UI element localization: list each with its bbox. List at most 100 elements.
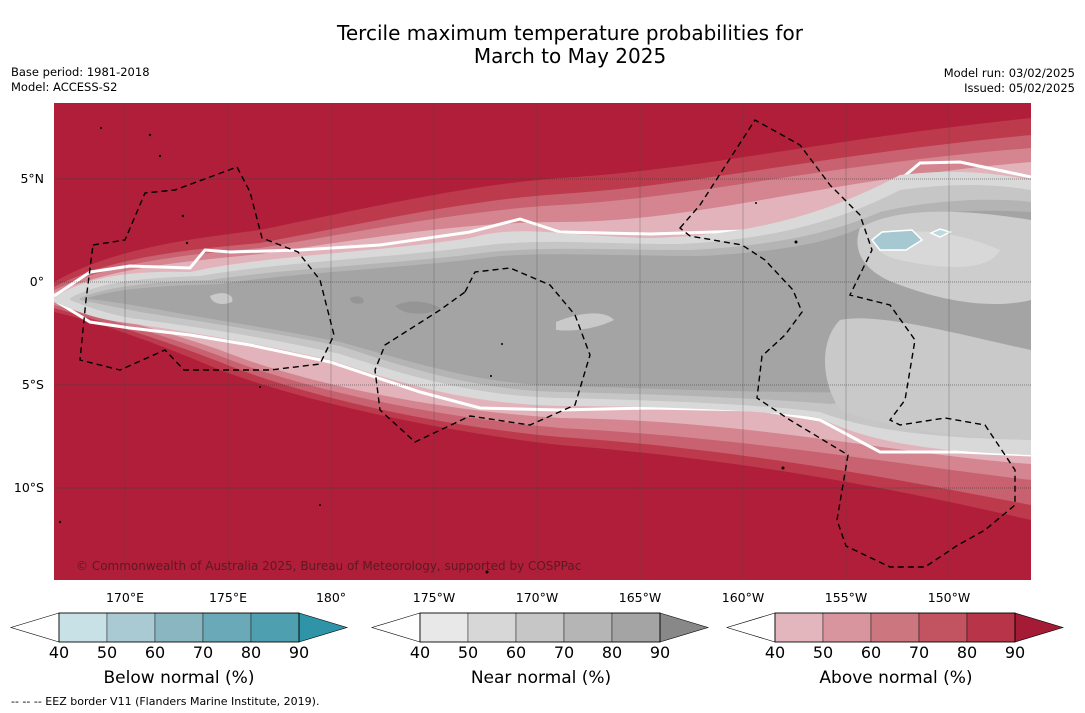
colorbar-segment	[918, 612, 968, 643]
below-normal-40-patch	[929, 228, 953, 238]
colorbar-tick-label: 70	[909, 643, 929, 662]
island-speck	[185, 241, 189, 245]
island-outlines	[58, 127, 798, 574]
latitude-label: 0°	[30, 274, 44, 289]
island-speck	[259, 386, 261, 388]
colorbar-tick-label: 40	[765, 643, 785, 662]
island-speck	[485, 570, 489, 574]
longitude-label: 170°W	[516, 590, 558, 605]
colorbar-tick-label: 90	[289, 643, 309, 662]
longitude-label: 160°W	[722, 590, 764, 605]
eez-borders	[79, 119, 1016, 568]
chart-title: Tercile maximum temperature probabilitie…	[0, 22, 1085, 68]
colorbar-segment	[870, 612, 920, 643]
latitude-labels: 5°N 0° 5°S 10°S	[14, 171, 44, 495]
longitude-label: 180°	[316, 590, 346, 605]
colorbar-tick-label: 90	[1005, 643, 1025, 662]
colorbar-tick-label: 40	[410, 643, 430, 662]
colorbar-tick-label: 60	[145, 643, 165, 662]
colorbar-segment	[419, 612, 469, 643]
latitude-label: 5°S	[22, 377, 44, 392]
normal-boundary-line-south	[54, 298, 1031, 457]
colorbar-extend-low	[370, 612, 421, 643]
colorbar: 40 50 60 70 80 90	[370, 612, 710, 662]
colorbar-frame	[58, 612, 300, 643]
island-speck	[755, 202, 757, 204]
colorbar-extend-high	[1014, 612, 1065, 643]
longitude-label: 155°W	[825, 590, 867, 605]
colorbar-frame	[774, 612, 1016, 643]
longitude-label: 175°W	[413, 590, 455, 605]
model-text: Model: ACCESS-S2	[11, 80, 118, 94]
map-field	[54, 103, 1031, 580]
colorbar-segment	[106, 612, 156, 643]
colorbar-tick-label: 70	[554, 643, 574, 662]
island-speck	[319, 504, 321, 506]
colorbar: 40 50 60 70 80 90	[725, 612, 1065, 662]
model-run-text: Model run: 03/02/2025	[943, 66, 1075, 80]
light-grey-pocket-mid	[556, 313, 614, 331]
colorbar-segment	[154, 612, 204, 643]
below-normal-label: Below normal (%)	[103, 668, 255, 688]
meta-right: Model run: 03/02/2025 Issued: 05/02/2025	[944, 66, 1075, 96]
light-grey-pocket-west	[210, 293, 233, 304]
island-speck	[58, 520, 62, 524]
colorbar-extend-low	[725, 612, 776, 643]
colorbar-extend-high	[298, 612, 349, 643]
colorbar-tick-label: 90	[650, 643, 670, 662]
above-normal-label: Above normal (%)	[819, 668, 973, 688]
latitude-label: 10°S	[14, 480, 44, 495]
island-speck	[781, 466, 785, 470]
longitude-label: 170°E	[106, 590, 144, 605]
colorbar-tick-label: 50	[97, 643, 117, 662]
colorbar-tick-label: 40	[49, 643, 69, 662]
colorbar-tick-label: 80	[241, 643, 261, 662]
colorbar-segment	[467, 612, 517, 643]
island-speck	[158, 154, 162, 158]
island-speck	[501, 343, 503, 345]
eez-footnote: -- -- -- EEZ border V11 (Flanders Marine…	[11, 695, 320, 708]
colorbar-frame	[419, 612, 661, 643]
colorbar-segment	[822, 612, 872, 643]
issued-text: Issued: 05/02/2025	[964, 81, 1075, 95]
longitude-labels: 170°E 175°E 180° 175°W 170°W 165°W 160°W 155°W 1…	[106, 590, 970, 605]
colorbar-tick-label: 80	[957, 643, 977, 662]
island-speck	[490, 375, 492, 377]
colorbar-extend-high	[659, 612, 710, 643]
colorbar-tick-label: 60	[506, 643, 526, 662]
colorbar: 40 50 60 70 80 90	[9, 612, 349, 662]
eez-border-phoenix	[374, 267, 591, 443]
colorbar-segment	[774, 612, 824, 643]
near-normal-80-region	[88, 210, 1031, 393]
colorbar-tick-label: 50	[813, 643, 833, 662]
longitude-label: 150°W	[928, 590, 970, 605]
colorbar-segment	[202, 612, 252, 643]
meta-left: Base period: 1981-2018 Model: ACCESS-S2	[11, 65, 150, 95]
colorbar-tick-label: 60	[861, 643, 881, 662]
colorbar-segment	[563, 612, 613, 643]
longitude-label: 165°W	[619, 590, 661, 605]
colorbar-segment	[250, 612, 300, 643]
colorbar-tick-label: 80	[602, 643, 622, 662]
copyright-text: © Commonwealth of Australia 2025, Bureau…	[76, 559, 581, 573]
colorbar-tick-label: 50	[458, 643, 478, 662]
title-line-2: March to May 2025	[473, 44, 667, 68]
island-speck	[794, 240, 798, 244]
below-normal-60-patch	[870, 229, 924, 251]
longitude-label: 175°E	[209, 590, 247, 605]
colorbar-segment	[515, 612, 565, 643]
colorbar-tick-label: 70	[193, 643, 213, 662]
colorbars: 40 50 60 70 80 90 40 50 60 70 80 90 40 50 60 70 80 90	[9, 612, 1065, 662]
colorbar-segment	[611, 612, 661, 643]
light-grey-pocket-south	[825, 318, 1031, 440]
colorbar-segment	[58, 612, 108, 643]
island-speck	[100, 127, 102, 129]
latitude-label: 5°N	[20, 171, 44, 186]
colorbar-segment	[966, 612, 1016, 643]
eez-border-line-islands	[678, 119, 1016, 568]
dark-grey-pocket	[395, 301, 440, 314]
near-normal-label: Near normal (%)	[470, 668, 612, 688]
dark-grey-pocket-2	[350, 296, 364, 304]
island-speck	[148, 133, 152, 137]
